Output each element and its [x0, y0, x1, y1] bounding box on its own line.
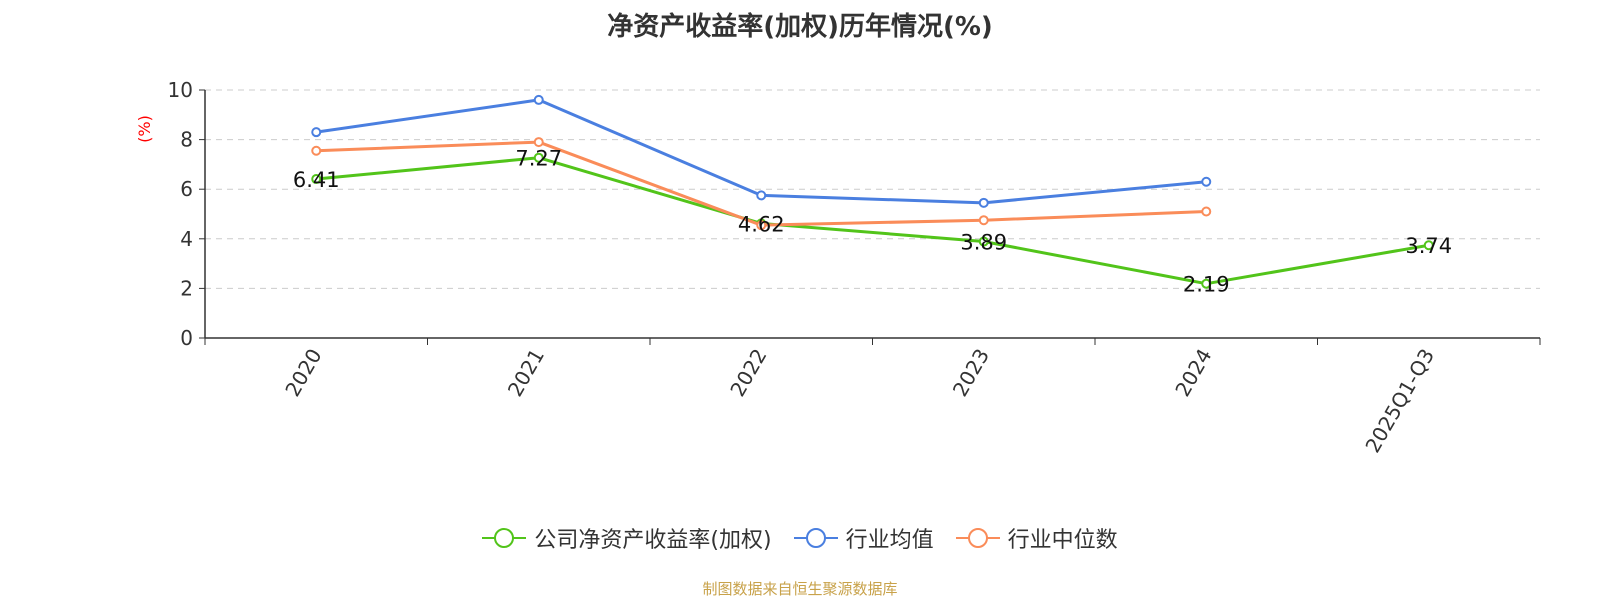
data-point [756, 220, 767, 231]
legend-item-industry-mean[interactable]: 行业均值 [793, 522, 934, 554]
gridlines [205, 89, 1540, 289]
x-tick-label: 2020 [280, 345, 326, 401]
data-point [978, 236, 989, 247]
legend-line-circle-icon [955, 528, 1000, 548]
chart-title: 净资产收益率(加权)历年情况(%) [607, 12, 993, 42]
legend-line-circle-icon [793, 528, 838, 548]
data-label: 4.62 [738, 212, 785, 236]
data-point [756, 190, 767, 201]
data-point [1423, 240, 1434, 251]
data-label: 2.19 [1183, 273, 1230, 297]
data-point [533, 94, 544, 105]
x-tick-label: 2024 [1170, 345, 1216, 401]
data-label: 3.74 [1405, 234, 1452, 258]
series-group [311, 94, 1434, 289]
axes: 0 2 4 6 8 10 (%) 2020 2021 2022 2023 2024 2025Q1-Q3 [135, 78, 1541, 457]
data-point [311, 174, 322, 185]
data-source-note: 制图数据来自恒生聚源数据库 [702, 580, 898, 598]
y-tick-label: 2 [180, 276, 193, 300]
data-label: 6.41 [293, 168, 340, 192]
x-tick-label: 2025Q1-Q3 [1360, 345, 1439, 457]
y-tick-label: 4 [180, 227, 193, 251]
data-point [311, 127, 322, 138]
y-axis-label: (%) [135, 115, 154, 143]
legend-line-circle-icon [482, 528, 527, 548]
data-point [1201, 206, 1212, 217]
data-point [533, 137, 544, 148]
data-point [311, 145, 322, 156]
legend-label: 公司净资产收益率(加权) [534, 528, 772, 553]
data-label: 3.89 [960, 231, 1007, 255]
y-tick-label: 0 [180, 326, 193, 350]
y-tick-label: 6 [180, 177, 193, 201]
x-tick-label: 2021 [503, 345, 549, 401]
legend-item-industry-median[interactable]: 行业中位数 [955, 522, 1118, 554]
data-labels: 6.41 7.27 4.62 3.89 2.19 3.74 [293, 147, 1452, 297]
legend-item-company-roe[interactable]: 公司净资产收益率(加权) [482, 522, 772, 554]
data-point [1201, 278, 1212, 289]
x-tick-label: 2022 [725, 345, 771, 401]
data-point [1201, 176, 1212, 187]
data-point [978, 197, 989, 208]
data-label: 7.27 [515, 147, 562, 171]
x-tick-label: 2023 [948, 345, 994, 401]
y-tick-label: 8 [180, 128, 193, 152]
data-point [533, 152, 544, 163]
data-point [978, 215, 989, 226]
legend-label: 行业均值 [845, 528, 934, 553]
y-tick-label: 10 [168, 78, 193, 102]
series-line [316, 156, 1430, 286]
legend[interactable]: 公司净资产收益率(加权) 行业均值 行业中位数 [0, 522, 1600, 554]
legend-label: 行业中位数 [1007, 528, 1118, 553]
series-line [316, 98, 1207, 205]
